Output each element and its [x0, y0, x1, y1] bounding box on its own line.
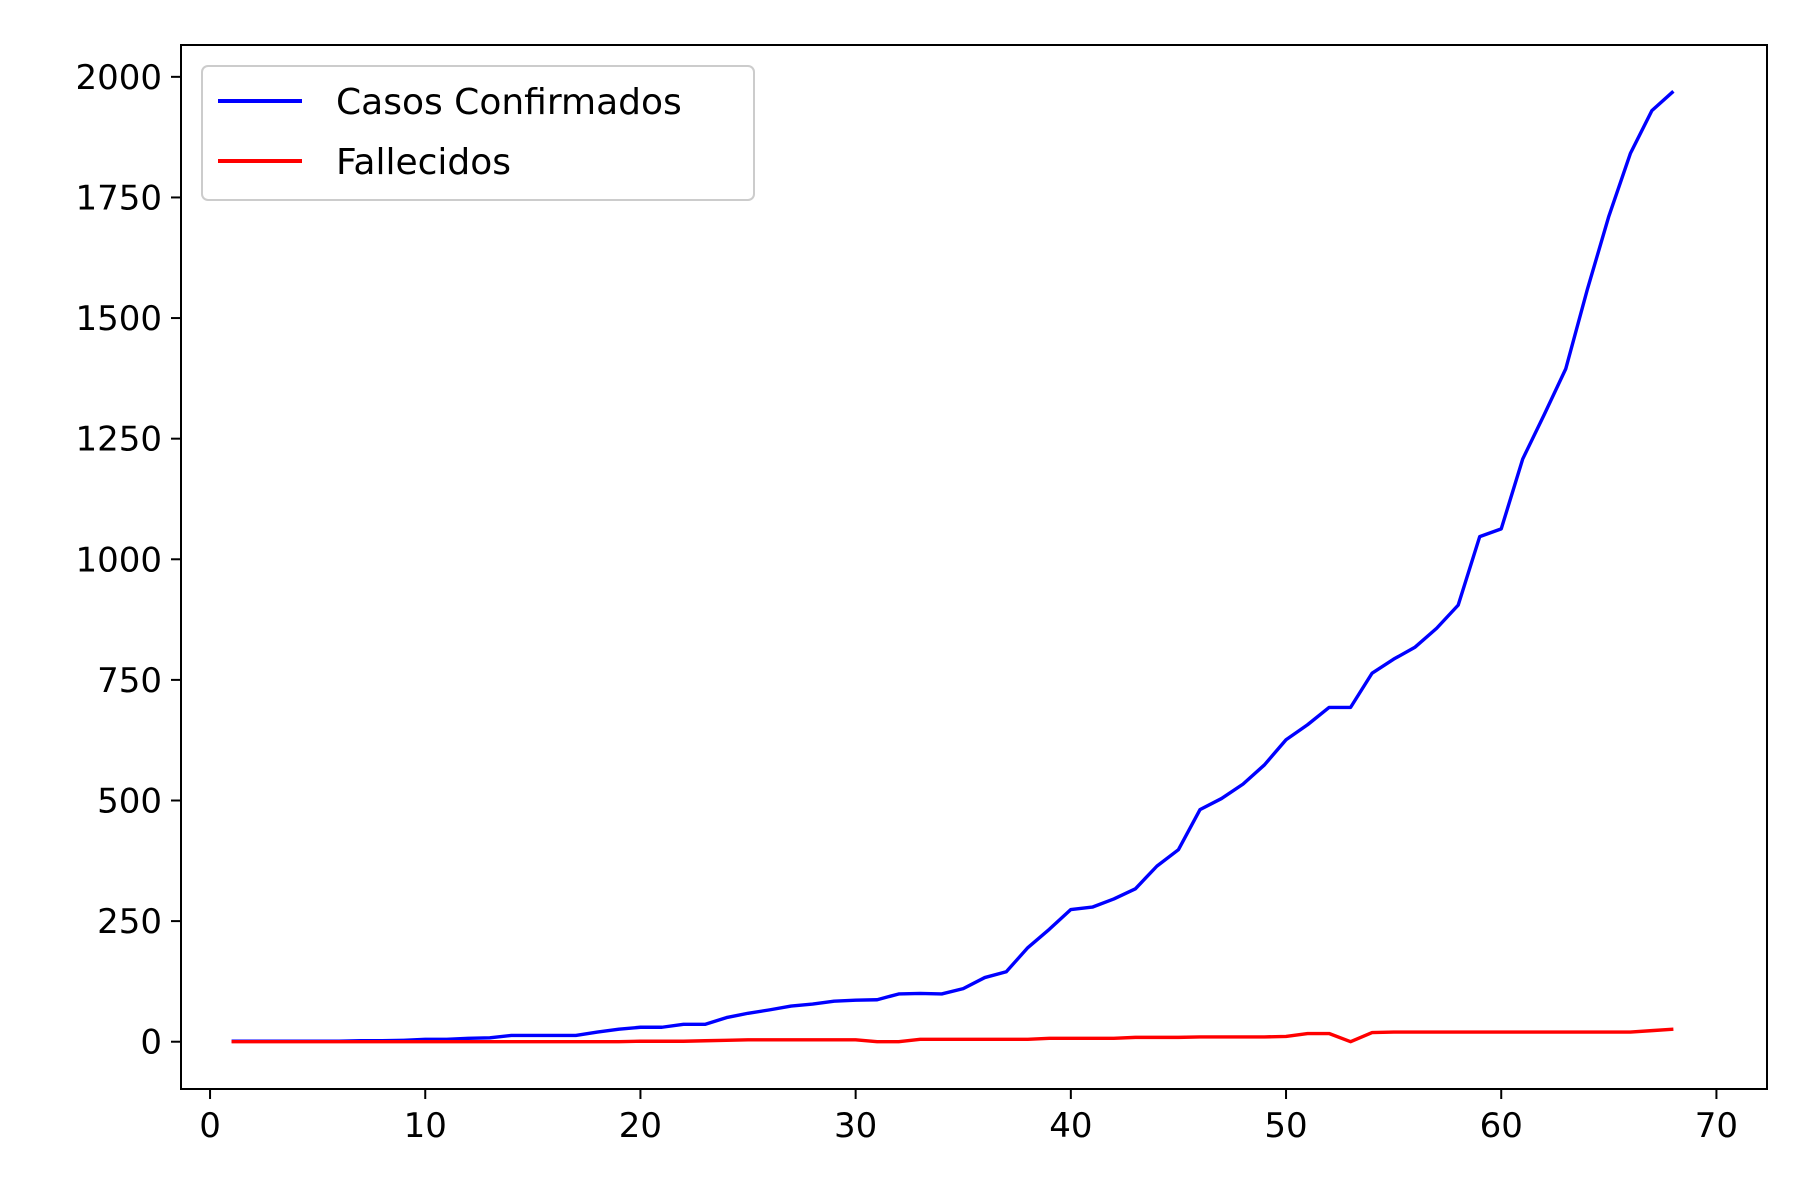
x-tick-label: 70: [1695, 1106, 1738, 1146]
x-tick-label: 60: [1480, 1106, 1523, 1146]
plot-area-frame: [180, 44, 1768, 1090]
y-tick-label: 1000: [75, 540, 162, 580]
x-tick-label: 40: [1049, 1106, 1092, 1146]
y-tick-label: 750: [97, 661, 162, 701]
x-tick-label: 20: [619, 1106, 662, 1146]
legend-box: [201, 65, 755, 201]
x-tick-label: 0: [199, 1106, 221, 1146]
y-tick-label: 1250: [75, 420, 162, 460]
y-tick-label: 2000: [75, 58, 162, 98]
y-axis: 0 250 500 750 1000 1250 1500 1750 2000: [75, 58, 181, 1063]
y-tick-label: 1750: [75, 178, 162, 218]
x-tick-label: 30: [834, 1106, 877, 1146]
y-tick-label: 0: [140, 1023, 162, 1063]
series-layer: [231, 90, 1675, 1044]
series-line-casos-confirmados: [231, 90, 1675, 1043]
x-tick-label: 10: [404, 1106, 447, 1146]
x-axis: 0 10 20 30 40 50 60 70: [199, 1089, 1738, 1146]
y-tick-label: 250: [97, 902, 162, 942]
x-tick-label: 50: [1264, 1106, 1307, 1146]
legend: Casos Confirmados Fallecidos: [201, 65, 755, 201]
series-line-fallecidos: [231, 1027, 1674, 1044]
legend-label-casos-confirmados: Casos Confirmados: [336, 82, 682, 123]
legend-label-fallecidos: Fallecidos: [336, 142, 511, 183]
y-tick-label: 500: [97, 782, 162, 822]
y-tick-label: 1500: [75, 299, 162, 339]
